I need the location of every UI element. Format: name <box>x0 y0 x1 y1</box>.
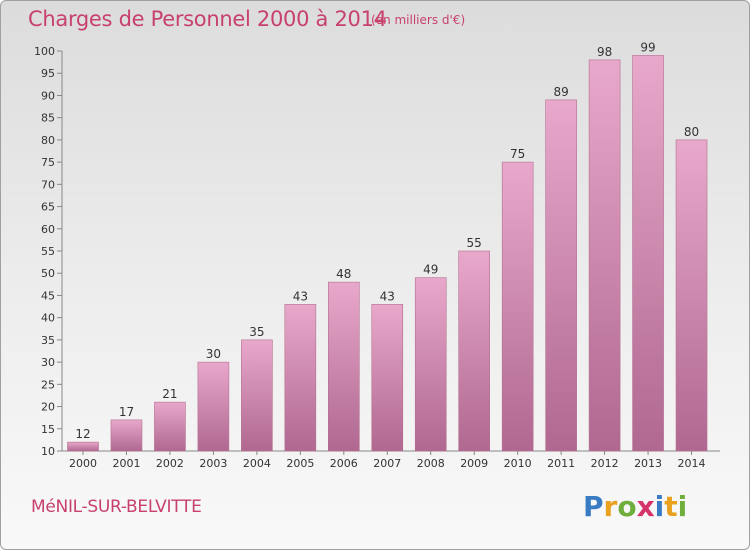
bar-value-label: 43 <box>380 289 395 303</box>
bar-value-label: 30 <box>206 347 221 361</box>
logo-letter: r <box>603 490 618 523</box>
bar <box>327 281 360 452</box>
y-tick-label: 15 <box>41 423 55 436</box>
logo-letter: P <box>583 490 604 523</box>
bar <box>458 250 491 452</box>
logo-letter: o <box>617 490 637 523</box>
y-tick-label: 100 <box>34 45 55 58</box>
x-tick-label: 2003 <box>199 457 227 470</box>
x-tick-label: 2011 <box>547 457 575 470</box>
logo-letter: i <box>654 490 665 523</box>
y-tick-label: 65 <box>41 201 55 214</box>
bar <box>110 419 143 452</box>
y-tick-label: 80 <box>41 134 55 147</box>
x-axis-labels: 2000 2001 2002 2003 2004 2005 2006 2007 2008 2009… <box>69 451 706 470</box>
y-tick-label: 85 <box>41 112 55 125</box>
bar-value-label: 80 <box>684 125 699 139</box>
bar-value-label: 75 <box>510 147 525 161</box>
bar <box>632 55 664 452</box>
bar <box>414 277 447 452</box>
x-tick-label: 2004 <box>243 457 271 470</box>
bar <box>675 139 708 452</box>
bar-value-label: 17 <box>119 405 134 419</box>
bar <box>284 304 317 452</box>
y-tick-label: 25 <box>41 378 55 391</box>
logo-letter: t <box>664 490 678 523</box>
bar <box>197 361 230 452</box>
logo-letter: x <box>636 490 655 523</box>
chart-bars <box>67 55 708 452</box>
y-tick-label: 50 <box>41 267 55 280</box>
x-tick-label: 2008 <box>417 457 445 470</box>
bar <box>67 441 99 452</box>
chart-axes: 10 15 20 25 30 35 40 45 50 55 60 65 70 75 80 85 90 95 100 <box>34 45 720 458</box>
y-tick-label: 55 <box>41 245 55 258</box>
x-tick-label: 2007 <box>373 457 401 470</box>
x-tick-label: 2009 <box>460 457 488 470</box>
bar-value-label: 48 <box>336 267 351 281</box>
bar <box>241 339 273 452</box>
bar-value-label: 35 <box>249 325 264 339</box>
data-labels: 12 17 21 30 35 43 48 43 49 55 75 89 98 99 80 <box>75 40 699 441</box>
bar-value-label: 99 <box>640 40 655 54</box>
commune-name: MéNIL-SUR-BELVITTE <box>31 497 202 517</box>
proxiti-logo[interactable]: Proxiti <box>583 490 687 523</box>
x-tick-label: 2014 <box>678 457 706 470</box>
y-tick-label: 75 <box>41 156 55 169</box>
y-tick-label: 40 <box>41 312 55 325</box>
bar <box>501 161 534 452</box>
y-tick-label: 60 <box>41 223 55 236</box>
bar-value-label: 21 <box>162 387 177 401</box>
bar <box>588 59 621 452</box>
logo-letter: i <box>677 490 688 523</box>
y-tick-label: 95 <box>41 67 55 80</box>
y-tick-label: 45 <box>41 289 55 302</box>
y-tick-label: 30 <box>41 356 55 369</box>
x-tick-label: 2010 <box>504 457 532 470</box>
x-tick-label: 2012 <box>591 457 619 470</box>
y-tick-label: 90 <box>41 89 55 102</box>
y-tick-label: 10 <box>41 445 55 458</box>
chart-subtitle: (en milliers d'€) <box>371 13 466 27</box>
y-tick-label: 20 <box>41 401 55 414</box>
bar-value-label: 49 <box>423 263 438 277</box>
x-tick-label: 2006 <box>330 457 358 470</box>
chart-title: Charges de Personnel 2000 à 2014 <box>28 7 387 31</box>
x-tick-label: 2001 <box>112 457 140 470</box>
bar-value-label: 43 <box>293 289 308 303</box>
y-tick-label: 70 <box>41 178 55 191</box>
x-tick-label: 2002 <box>156 457 184 470</box>
bar <box>545 99 577 452</box>
x-tick-label: 2005 <box>286 457 314 470</box>
bar-value-label: 12 <box>75 427 90 441</box>
y-tick-label: 35 <box>41 334 55 347</box>
bar-value-label: 89 <box>553 85 568 99</box>
bar <box>154 401 186 452</box>
x-tick-label: 2013 <box>634 457 662 470</box>
bar-value-label: 98 <box>597 45 612 59</box>
bar <box>371 304 404 452</box>
x-tick-label: 2000 <box>69 457 97 470</box>
bar-value-label: 55 <box>467 236 482 250</box>
